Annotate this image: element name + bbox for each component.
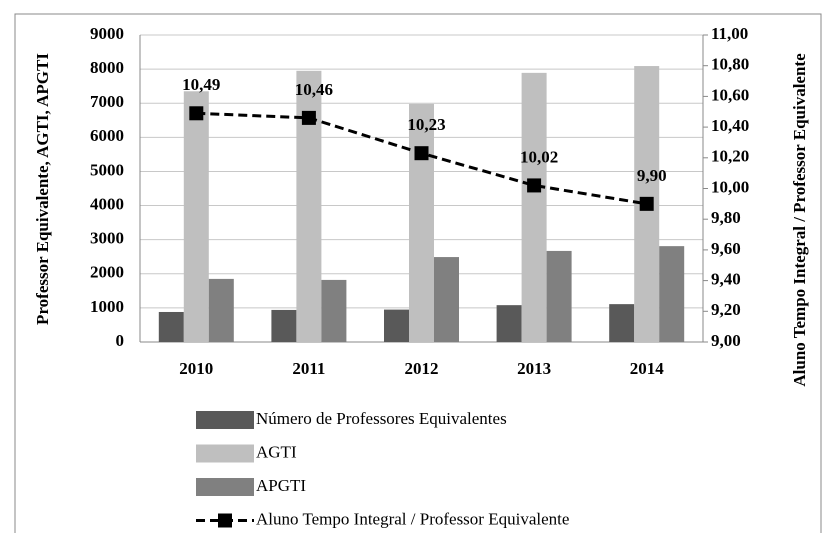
legend-label: APGTI <box>256 476 306 495</box>
y2-tick-label: 9,40 <box>711 270 741 289</box>
y-tick-label: 1000 <box>90 297 124 316</box>
legend-label: Aluno Tempo Integral / Professor Equival… <box>256 509 569 528</box>
y-axis-label: Professor Equivalente, AGTI, APGTI <box>33 53 52 325</box>
marker <box>189 106 204 121</box>
y2-tick-label: 10,20 <box>711 147 749 166</box>
y2-tick-label: 10,80 <box>711 55 749 74</box>
bar <box>434 257 459 342</box>
bar <box>609 304 635 342</box>
bar <box>208 278 234 342</box>
legend-swatch <box>196 478 254 496</box>
bar <box>183 91 209 343</box>
y2-tick-label: 10,60 <box>711 85 749 104</box>
legend-swatch <box>196 411 254 429</box>
x-tick-label: 2014 <box>630 359 665 378</box>
legend-label: Número de Professores Equivalentes <box>256 409 507 428</box>
bar <box>659 246 685 342</box>
legend-marker <box>218 513 232 528</box>
y2-tick-label: 10,40 <box>711 116 749 135</box>
x-tick-label: 2012 <box>405 359 439 378</box>
x-tick-label: 2011 <box>292 359 325 378</box>
x-tick-label: 2010 <box>179 359 213 378</box>
y2-tick-label: 10,00 <box>711 177 749 196</box>
y-tick-label: 8000 <box>90 58 124 77</box>
data-label: 10,02 <box>520 147 558 166</box>
bar <box>321 279 347 342</box>
data-label: 10,46 <box>295 80 333 99</box>
legend-label: AGTI <box>256 442 297 461</box>
bar <box>158 311 184 342</box>
marker <box>301 110 316 125</box>
y-tick-label: 5000 <box>90 160 124 179</box>
y2-tick-label: 9,00 <box>711 331 741 350</box>
bar <box>271 309 297 342</box>
data-label: 10,23 <box>407 115 445 134</box>
bar <box>546 250 572 342</box>
legend-swatch <box>196 444 254 463</box>
bar <box>384 309 409 342</box>
y-tick-label: 9000 <box>90 24 124 43</box>
y2-axis-label: Aluno Tempo Integral / Professor Equival… <box>790 53 809 387</box>
y2-tick-label: 9,60 <box>711 239 741 258</box>
marker <box>414 146 429 161</box>
bar <box>521 72 547 342</box>
x-tick-label: 2013 <box>517 359 551 378</box>
data-label: 10,49 <box>182 75 220 94</box>
bar <box>409 103 434 342</box>
bar <box>496 305 522 342</box>
y2-tick-label: 11,00 <box>711 24 748 43</box>
y2-tick-label: 9,80 <box>711 208 741 227</box>
data-label: 9,90 <box>637 166 667 185</box>
y2-tick-label: 9,20 <box>711 300 741 319</box>
y-tick-label: 7000 <box>90 92 124 111</box>
y-tick-label: 4000 <box>90 194 124 213</box>
marker <box>527 178 542 193</box>
marker <box>639 196 654 211</box>
y-tick-label: 2000 <box>90 263 124 282</box>
y-tick-label: 3000 <box>90 229 124 248</box>
y-tick-label: 0 <box>116 331 125 350</box>
y-tick-label: 6000 <box>90 126 124 145</box>
